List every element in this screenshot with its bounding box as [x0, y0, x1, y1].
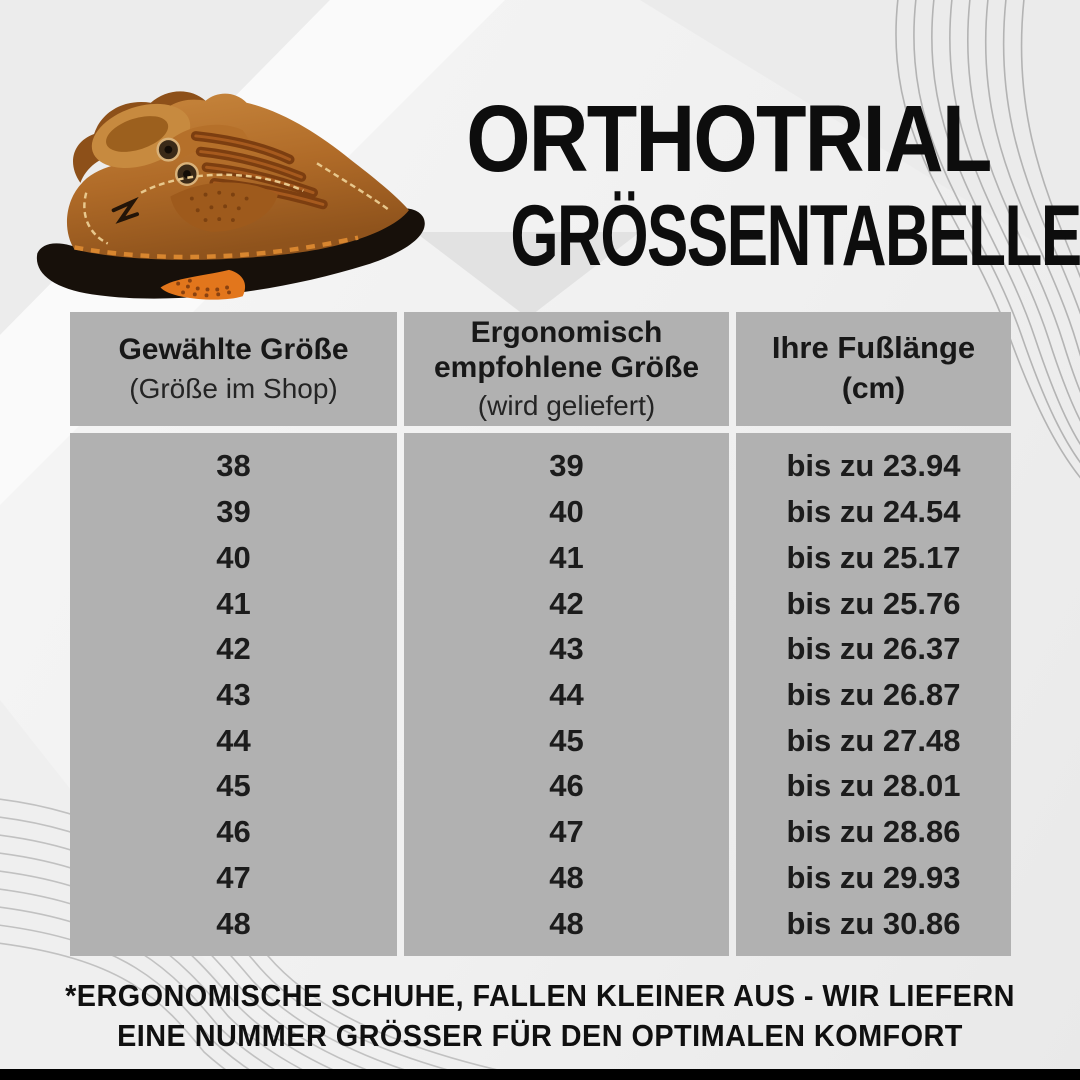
recommended-size-value: 43: [549, 631, 584, 667]
column-values-shop-size: 38 39 40 41 42 43 44 45 46 47 48: [70, 433, 397, 956]
bottom-black-bar: [0, 1069, 1080, 1080]
shop-size-value: 44: [216, 722, 251, 758]
boot-heel-logo: [111, 196, 140, 224]
column-header-shop-size: Gewählte Größe (Größe im Shop): [70, 312, 397, 426]
recommended-size-value: 45: [549, 722, 584, 758]
recommended-size-value: 39: [549, 448, 584, 484]
boot-insert-dots: [176, 278, 231, 298]
column-values-foot-length: bis zu 23.94 bis zu 24.54 bis zu 25.17 b…: [736, 433, 1011, 956]
shop-size-value: 48: [216, 905, 251, 941]
boot-cuff-opening: [106, 116, 169, 152]
foot-length-value: bis zu 26.37: [786, 631, 961, 667]
boot-eyelets: [156, 137, 199, 187]
foot-length-value: bis zu 29.93: [786, 859, 961, 895]
recommended-size-value: 48: [549, 859, 584, 895]
boot-stitching: [74, 162, 391, 260]
foot-length-value: bis zu 28.86: [786, 814, 961, 850]
shop-size-value: 45: [216, 768, 251, 804]
shop-size-value: 38: [216, 448, 251, 484]
size-table: Gewählte Größe (Größe im Shop) Ergonomis…: [70, 312, 1011, 956]
boot-mesh-dots: [189, 190, 249, 222]
foot-length-value: bis zu 25.76: [786, 585, 961, 621]
foot-length-value: bis zu 28.01: [786, 768, 961, 804]
title-block: ORTHOTRIAL GRÖSSENTABELLE: [428, 86, 1080, 284]
shop-size-value: 43: [216, 676, 251, 712]
footnote-line-1: *ERGONOMISCHE SCHUHE, FALLEN KLEINER AUS…: [65, 978, 1015, 1013]
shop-size-value: 40: [216, 539, 251, 575]
foot-length-value: bis zu 27.48: [786, 722, 961, 758]
recommended-size-value: 47: [549, 814, 584, 850]
recommended-size-value: 41: [549, 539, 584, 575]
recommended-size-value: 40: [549, 494, 584, 530]
foot-length-value: bis zu 24.54: [786, 494, 961, 530]
column-subtitle: (cm): [841, 372, 906, 406]
page-subtitle: GRÖSSENTABELLE: [510, 188, 1080, 284]
shop-size-value: 41: [216, 585, 251, 621]
column-header-recommended-size: Ergonomisch empfohlene Größe (wird gelie…: [404, 312, 729, 426]
footnote: *ERGONOMISCHE SCHUHE, FALLEN KLEINER AUS…: [38, 976, 1042, 1055]
brand-title: ORTHOTRIAL: [466, 86, 992, 192]
column-title: Ihre Fußlänge: [771, 330, 976, 366]
column-values-recommended-size: 39 40 41 42 43 44 45 46 47 48 48: [404, 433, 729, 956]
recommended-size-value: 42: [549, 585, 584, 621]
footnote-line-2: EINE NUMMER GRÖSSER FÜR DEN OPTIMALEN KO…: [117, 1017, 963, 1053]
column-title: Ergonomisch empfohlene Größe: [433, 315, 700, 384]
shop-size-value: 46: [216, 814, 251, 850]
column-title: Gewählte Größe: [118, 333, 349, 367]
shop-size-value: 47: [216, 859, 251, 895]
column-header-foot-length: Ihre Fußlänge (cm): [736, 312, 1011, 426]
shop-size-value: 39: [216, 494, 251, 530]
foot-length-value: bis zu 30.86: [786, 905, 961, 941]
shop-size-value: 42: [216, 631, 251, 667]
recommended-size-value: 44: [549, 676, 584, 712]
foot-length-value: bis zu 23.94: [786, 448, 961, 484]
recommended-size-value: 46: [549, 768, 584, 804]
column-subtitle: (wird geliefert): [477, 390, 656, 422]
column-subtitle: (Größe im Shop): [129, 372, 338, 404]
foot-length-value: bis zu 26.87: [786, 676, 961, 712]
foot-length-value: bis zu 25.17: [786, 539, 961, 575]
product-boot-image: [36, 91, 425, 300]
recommended-size-value: 48: [549, 905, 584, 941]
